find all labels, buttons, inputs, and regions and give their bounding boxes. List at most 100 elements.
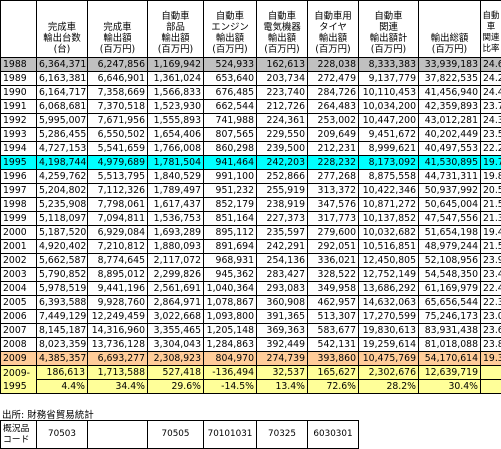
value-cell: 242,203 <box>256 155 308 170</box>
value-cell: 1,169,942 <box>147 57 204 72</box>
value-cell: 369,363 <box>256 323 308 338</box>
value-cell: 20.5% <box>480 183 501 198</box>
value-cell: 968,931 <box>203 253 257 268</box>
value-cell: 336,021 <box>307 253 359 268</box>
value-cell: 19.7% <box>480 155 501 170</box>
value-cell: 9,451,672 <box>358 127 419 142</box>
value-cell: 4,385,357 <box>36 351 88 366</box>
item-code-cell: 70325 <box>256 420 308 449</box>
value-cell: 392,449 <box>256 337 308 352</box>
value-cell: 1,284,863 <box>203 337 257 352</box>
column-header: 自動車 部品 輸出額 (百万円) <box>147 0 204 58</box>
value-cell: 5,235,908 <box>36 197 88 212</box>
year-cell: 1991 <box>0 99 37 114</box>
value-cell: 653,640 <box>203 71 257 86</box>
value-cell: 23.0% <box>480 309 501 324</box>
table-row: 2009 4,385,357 6,693,277 2,308,923 804,970 27… <box>0 351 501 366</box>
value-cell: 2,561,691 <box>147 281 204 296</box>
item-code-cell <box>87 420 148 449</box>
column-header: 自動車 関連 輸出額計 (百万円) <box>358 0 419 58</box>
diff-value-cell: 527,418 <box>147 365 204 380</box>
value-cell: 5,995,007 <box>36 113 88 128</box>
diff-value-cell: -136,494 <box>203 365 257 380</box>
value-cell: 2,864,971 <box>147 295 204 310</box>
value-cell: 4,920,402 <box>36 239 88 254</box>
value-cell: 41,456,940 <box>418 85 481 100</box>
value-cell: 1,693,289 <box>147 225 204 240</box>
value-cell: 860,298 <box>203 141 257 156</box>
table-row: 1994 4,727,153 5,541,659 1,766,008 860,298 23… <box>0 141 501 156</box>
diff-percent-cell: 72.6% <box>307 379 359 394</box>
diff-percent-cell: 4.4% <box>36 379 88 394</box>
item-code-cell: 70503 <box>36 420 88 449</box>
source-note: 出所: 財務省貿易統計 <box>2 410 94 421</box>
value-cell: 19.4% <box>480 225 501 240</box>
value-cell: 2,117,072 <box>147 253 204 268</box>
value-cell: 42,359,893 <box>418 99 481 114</box>
value-cell: 391,365 <box>256 309 308 324</box>
value-cell: 524,933 <box>203 57 257 72</box>
value-cell: 228,232 <box>307 155 359 170</box>
value-cell: 895,112 <box>203 225 257 240</box>
diff-value-cell: 12,639,719 <box>418 365 481 380</box>
value-cell: 347,576 <box>307 197 359 212</box>
value-cell: 48,979,244 <box>418 239 481 254</box>
value-cell: 7,370,518 <box>87 99 148 114</box>
value-cell: 5,286,455 <box>36 127 88 142</box>
value-cell: 10,447,200 <box>358 113 419 128</box>
value-cell: 662,544 <box>203 99 257 114</box>
diff-value-cell: 32,537 <box>256 365 308 380</box>
value-cell: 542,131 <box>307 337 359 352</box>
value-cell: 40,497,553 <box>418 141 481 156</box>
value-cell: 229,550 <box>256 127 308 142</box>
item-code-cell: 6030301 <box>307 420 359 449</box>
value-cell: 1,566,833 <box>147 85 204 100</box>
year-cell: 2007 <box>0 323 37 338</box>
value-cell: 54,170,614 <box>418 351 481 366</box>
table-row: 1993 5,286,455 6,550,502 1,654,406 807,565 22… <box>0 127 501 142</box>
value-cell: 19,259,614 <box>358 337 419 352</box>
column-header: 自動車 電気機器 輸出額 (百万円) <box>256 0 308 58</box>
value-cell: 22.4% <box>480 281 501 296</box>
diff-value-cell <box>480 365 501 380</box>
value-cell: 24.2% <box>480 71 501 86</box>
value-cell: 7,449,129 <box>36 309 88 324</box>
value-cell: 676,485 <box>203 85 257 100</box>
value-cell: 81,018,088 <box>418 337 481 352</box>
year-cell: 2001 <box>0 239 37 254</box>
value-cell: 6,247,856 <box>87 57 148 72</box>
value-cell: 5,662,587 <box>36 253 88 268</box>
value-cell: 41,530,895 <box>418 155 481 170</box>
value-cell: 5,513,795 <box>87 169 148 184</box>
value-cell: 1,840,529 <box>147 169 204 184</box>
value-cell: 1,654,406 <box>147 127 204 142</box>
value-cell: 462,957 <box>307 295 359 310</box>
value-cell: 8,999,621 <box>358 141 419 156</box>
export-data-table: 完成車 輸出台数 (台) 完成車 輸出額 (百万円) 自動車 部品 輸出額 (百万円) 自動車 エンジ… <box>0 0 501 394</box>
year-cell: 2002 <box>0 253 37 268</box>
value-cell: 10,475,769 <box>358 351 419 366</box>
value-cell: 33,939,183 <box>418 57 481 72</box>
value-cell: 54,548,350 <box>418 267 481 282</box>
item-code-row: 概況品 コード 70503 70505 70101031 70325 6030301 <box>0 420 481 449</box>
value-cell: 223,740 <box>256 85 308 100</box>
table-row: 1996 4,259,762 5,513,795 1,840,529 991,100 25… <box>0 169 501 184</box>
value-cell: 3,355,465 <box>147 323 204 338</box>
item-code-cell <box>359 421 419 449</box>
year-cell: 1998 <box>0 197 37 212</box>
header-row: 完成車 輸出台数 (台) 完成車 輸出額 (百万円) 自動車 部品 輸出額 (百万円) 自動車 エンジ… <box>0 0 501 58</box>
value-cell: 8,774,645 <box>87 253 148 268</box>
value-cell: 4,979,689 <box>87 155 148 170</box>
value-cell: 22.3% <box>480 295 501 310</box>
year-cell: 1996 <box>0 169 37 184</box>
value-cell: 50,645,004 <box>418 197 481 212</box>
value-cell: 10,032,682 <box>358 225 419 240</box>
value-cell: 313,372 <box>307 183 359 198</box>
value-cell: 47,547,556 <box>418 211 481 226</box>
value-cell: 4,198,744 <box>36 155 88 170</box>
year-cell: 1990 <box>0 85 37 100</box>
value-cell: 277,268 <box>307 169 359 184</box>
value-cell: 1,093,800 <box>203 309 257 324</box>
table-row: 2004 5,978,519 9,441,196 2,561,691 1,040,364… <box>0 281 501 296</box>
diff-percent-cell: 29.6% <box>147 379 204 394</box>
